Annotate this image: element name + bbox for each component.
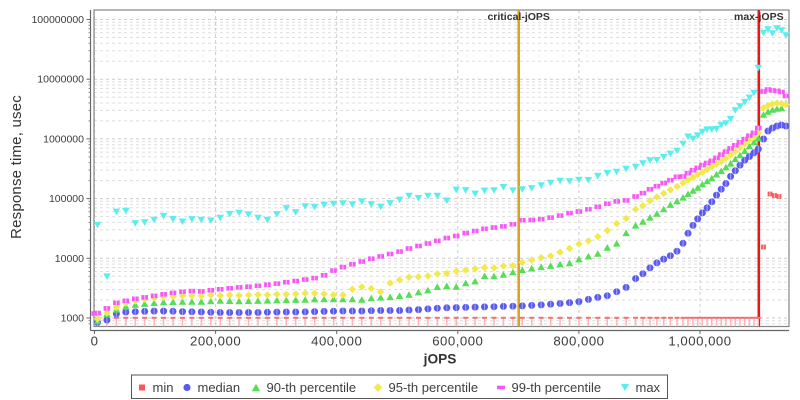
svg-text:600,000: 600,000	[432, 334, 483, 349]
svg-text:200,000: 200,000	[190, 334, 241, 349]
svg-text:400,000: 400,000	[311, 334, 362, 349]
svg-text:1,000,000: 1,000,000	[668, 334, 731, 349]
svg-text:Response time, usec: Response time, usec	[8, 95, 25, 239]
svg-text:min: min	[153, 380, 174, 395]
svg-text:100000000: 100000000	[31, 14, 84, 26]
svg-text:critical-jOPS: critical-jOPS	[487, 11, 549, 23]
svg-text:1000: 1000	[61, 313, 85, 325]
svg-text:10000: 10000	[55, 253, 84, 265]
svg-text:95-th percentile: 95-th percentile	[389, 380, 479, 395]
svg-text:jOPS: jOPS	[423, 352, 457, 367]
svg-text:max-jOPS: max-jOPS	[734, 11, 784, 23]
svg-text:0: 0	[91, 334, 99, 349]
svg-text:10000000: 10000000	[37, 74, 84, 86]
svg-text:99-th percentile: 99-th percentile	[512, 380, 602, 395]
svg-text:90-th percentile: 90-th percentile	[267, 380, 357, 395]
svg-text:1000000: 1000000	[43, 133, 84, 145]
svg-text:800,000: 800,000	[553, 334, 604, 349]
svg-text:100000: 100000	[49, 193, 84, 205]
svg-text:max: max	[636, 380, 661, 395]
svg-text:median: median	[198, 380, 241, 395]
